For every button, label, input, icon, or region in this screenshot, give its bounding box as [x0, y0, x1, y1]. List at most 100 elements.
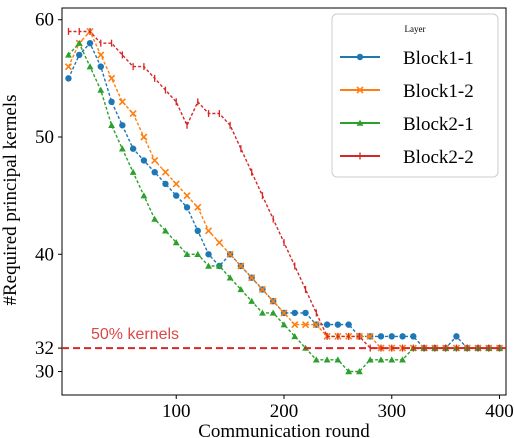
data-point — [301, 321, 310, 329]
data-point — [204, 227, 213, 235]
x-tick-label: 200 — [270, 401, 299, 422]
data-point — [129, 168, 137, 175]
y-tick-label: 50 — [35, 127, 54, 148]
data-point — [312, 356, 320, 363]
data-point — [140, 192, 148, 199]
data-point — [323, 356, 331, 363]
data-point — [258, 285, 267, 294]
data-point — [140, 157, 148, 164]
data-point — [172, 239, 180, 246]
x-tick-label: 100 — [162, 401, 191, 422]
data-point — [399, 356, 406, 363]
data-point — [312, 321, 320, 329]
legend-label: Block2-1 — [403, 114, 474, 135]
data-point — [280, 309, 288, 317]
legend-label: Block1-2 — [403, 81, 474, 102]
data-point — [129, 145, 137, 152]
x-tick-label: 300 — [378, 401, 407, 422]
data-point — [183, 204, 191, 211]
data-point — [377, 356, 385, 363]
legend-marker — [356, 53, 364, 61]
data-point — [86, 63, 94, 70]
data-point — [108, 121, 115, 128]
data-point — [205, 251, 212, 258]
x-tick-label: 400 — [485, 401, 514, 422]
data-point — [97, 51, 105, 59]
legend: Layer Block1-1 Block1-2 Block2-1 Block2-2 — [331, 13, 499, 178]
legend-items: Block1-1 Block1-2 Block2-1 Block2-2 — [340, 48, 474, 168]
data-point — [97, 63, 104, 70]
data-point — [388, 356, 396, 363]
data-point — [215, 262, 223, 269]
legend-marker — [356, 119, 364, 126]
data-point — [226, 274, 234, 281]
legend-item-block2-2: Block2-2 — [340, 147, 474, 168]
data-point — [162, 227, 169, 234]
data-point — [75, 39, 83, 46]
data-point — [64, 63, 73, 71]
data-point — [226, 250, 234, 258]
data-point — [86, 39, 94, 47]
data-point — [76, 51, 83, 59]
data-point — [269, 297, 277, 305]
data-point — [356, 368, 363, 375]
legend-label: Block1-1 — [403, 48, 474, 69]
data-point — [194, 250, 202, 257]
data-point — [302, 309, 309, 317]
data-point — [377, 333, 385, 340]
data-point — [65, 51, 72, 58]
data-point — [334, 356, 342, 363]
data-point — [237, 286, 245, 293]
data-point — [183, 250, 191, 257]
data-point — [399, 333, 406, 340]
legend-item-block1-2: Block1-2 — [340, 81, 474, 102]
data-point — [161, 168, 170, 176]
data-point — [118, 145, 126, 152]
data-point — [162, 180, 169, 188]
legend-box — [331, 13, 499, 178]
data-point — [151, 168, 158, 176]
data-point — [151, 156, 159, 165]
y-tick-label: 60 — [35, 10, 54, 31]
y-tick-label: 40 — [35, 244, 54, 265]
data-point — [65, 75, 72, 82]
data-point — [215, 238, 223, 247]
data-point — [291, 321, 299, 329]
data-point — [140, 133, 148, 141]
data-point — [194, 227, 201, 235]
data-point — [248, 274, 256, 282]
data-point — [129, 109, 137, 118]
data-point — [108, 98, 115, 106]
reference-line-layer: 50% kernels — [62, 326, 506, 350]
legend-item-block1-1: Block1-1 — [340, 48, 474, 69]
data-point — [366, 332, 374, 340]
data-point — [410, 333, 417, 340]
data-point — [205, 262, 212, 269]
data-point — [97, 86, 105, 93]
legend-title: Layer — [405, 24, 426, 34]
data-point — [388, 333, 395, 340]
data-point — [259, 309, 266, 316]
data-point — [345, 368, 353, 375]
reference-line-label: 50% kernels — [91, 326, 179, 343]
data-point — [118, 98, 126, 106]
data-point — [183, 192, 191, 200]
data-point — [334, 321, 342, 328]
y-axis-label: #Required principal kernels — [0, 94, 21, 305]
data-point — [173, 192, 180, 199]
data-point — [172, 180, 180, 188]
data-point — [194, 203, 202, 211]
data-point — [280, 321, 288, 328]
data-point — [345, 321, 352, 328]
data-point — [291, 332, 299, 340]
data-point — [291, 309, 298, 317]
y-tick-label: 32 — [35, 338, 54, 359]
data-point — [108, 74, 116, 82]
legend-marker — [356, 86, 364, 94]
x-axis-ticks: 100 200 300 400 — [162, 395, 514, 422]
legend-item-block2-1: Block2-1 — [340, 114, 474, 135]
data-point — [119, 122, 126, 129]
data-point — [248, 297, 256, 304]
data-point — [453, 333, 460, 340]
